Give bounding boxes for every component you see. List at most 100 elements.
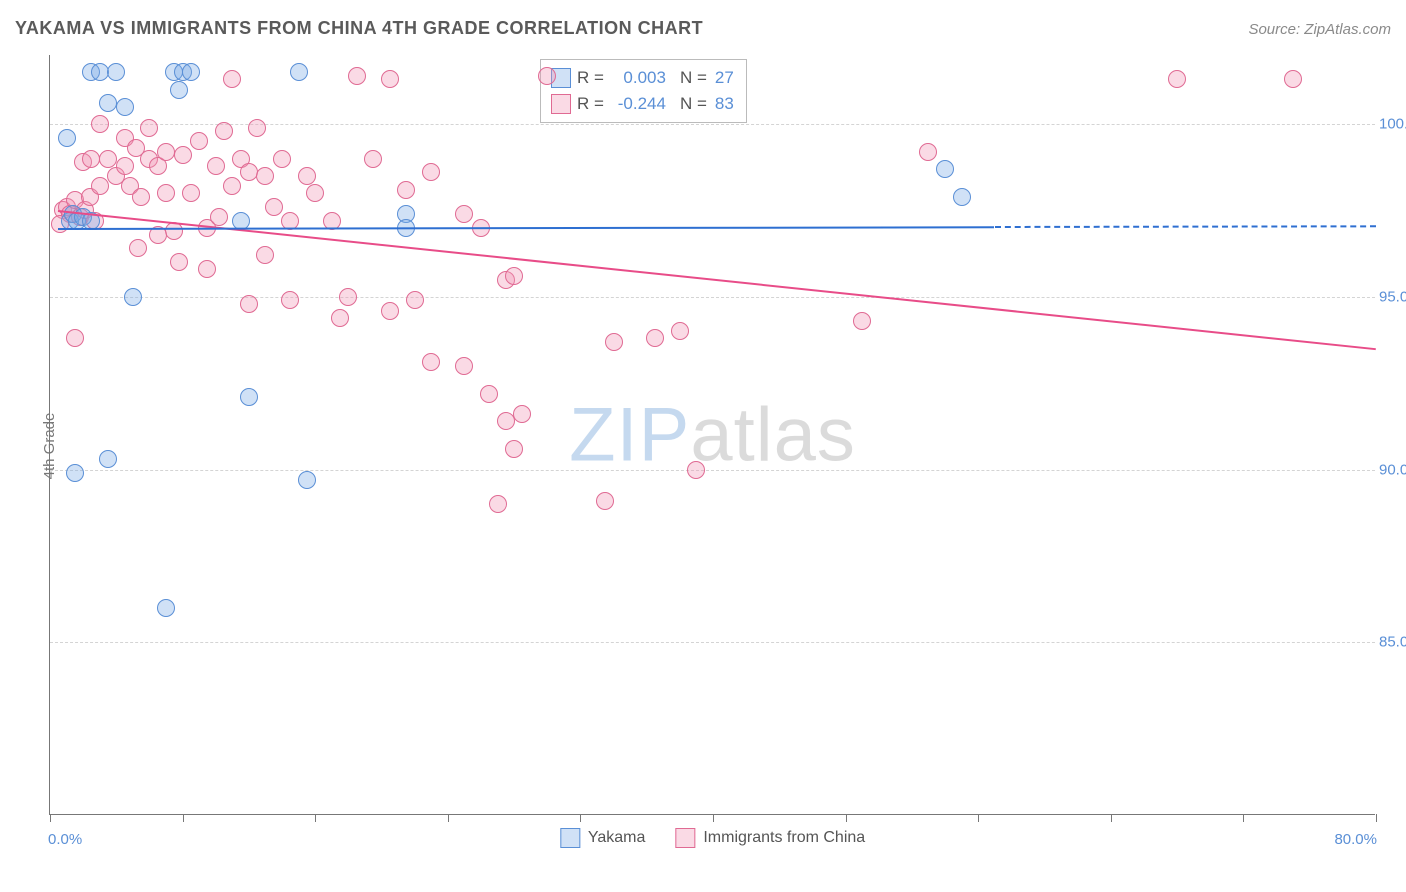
data-point-china: [505, 440, 523, 458]
data-point-china: [646, 329, 664, 347]
watermark-part1: ZIP: [569, 392, 690, 477]
data-point-yakama: [91, 63, 109, 81]
x-tick: [846, 814, 847, 822]
data-point-china: [182, 184, 200, 202]
data-point-china: [364, 150, 382, 168]
data-point-china: [455, 205, 473, 223]
x-tick: [713, 814, 714, 822]
data-point-china: [505, 267, 523, 285]
data-point-china: [397, 181, 415, 199]
data-point-yakama: [170, 81, 188, 99]
x-tick: [183, 814, 184, 822]
data-point-china: [455, 357, 473, 375]
chart-plot-area: ZIPatlas R = 0.003 N = 27 R = -0.244 N =…: [49, 55, 1375, 815]
data-point-china: [223, 70, 241, 88]
x-tick: [1111, 814, 1112, 822]
data-point-china: [99, 150, 117, 168]
data-point-china: [248, 119, 266, 137]
data-point-china: [422, 353, 440, 371]
x-tick: [315, 814, 316, 822]
data-point-china: [1168, 70, 1186, 88]
data-point-china: [82, 150, 100, 168]
data-point-china: [157, 184, 175, 202]
data-point-yakama: [116, 98, 134, 116]
series-legend: Yakama Immigrants from China: [560, 828, 865, 848]
data-point-china: [298, 167, 316, 185]
data-point-china: [538, 67, 556, 85]
data-point-china: [190, 132, 208, 150]
data-point-china: [605, 333, 623, 351]
x-tick: [50, 814, 51, 822]
data-point-china: [853, 312, 871, 330]
data-point-china: [256, 167, 274, 185]
data-point-china: [480, 385, 498, 403]
data-point-china: [596, 492, 614, 510]
data-point-china: [198, 260, 216, 278]
swatch-china: [551, 94, 571, 114]
data-point-china: [210, 208, 228, 226]
data-point-china: [273, 150, 291, 168]
data-point-china: [381, 70, 399, 88]
data-point-china: [132, 188, 150, 206]
data-point-china: [157, 143, 175, 161]
data-point-china: [215, 122, 233, 140]
correlation-stats-box: R = 0.003 N = 27 R = -0.244 N = 83: [540, 59, 747, 123]
regression-line: [58, 210, 1376, 350]
data-point-yakama: [298, 471, 316, 489]
gridline: [50, 642, 1375, 643]
r-value-yakama: 0.003: [610, 65, 666, 91]
data-point-yakama: [124, 288, 142, 306]
data-point-china: [174, 146, 192, 164]
data-point-china: [240, 163, 258, 181]
data-point-china: [240, 295, 258, 313]
n-label: N =: [680, 91, 707, 117]
data-point-china: [91, 177, 109, 195]
data-point-china: [306, 184, 324, 202]
data-point-china: [919, 143, 937, 161]
data-point-china: [66, 329, 84, 347]
data-point-yakama: [157, 599, 175, 617]
gridline: [50, 470, 1375, 471]
n-value-yakama: 27: [715, 65, 734, 91]
x-tick: [1243, 814, 1244, 822]
data-point-yakama: [953, 188, 971, 206]
data-point-china: [513, 405, 531, 423]
data-point-yakama: [290, 63, 308, 81]
chart-title: YAKAMA VS IMMIGRANTS FROM CHINA 4TH GRAD…: [15, 18, 703, 39]
legend-label-china: Immigrants from China: [703, 829, 865, 847]
data-point-china: [1284, 70, 1302, 88]
data-point-china: [348, 67, 366, 85]
data-point-yakama: [99, 94, 117, 112]
data-point-china: [339, 288, 357, 306]
data-point-yakama: [66, 464, 84, 482]
data-point-yakama: [240, 388, 258, 406]
data-point-china: [170, 253, 188, 271]
data-point-china: [223, 177, 241, 195]
data-point-china: [497, 412, 515, 430]
data-point-china: [116, 157, 134, 175]
y-tick-label: 85.0%: [1379, 634, 1406, 651]
data-point-china: [207, 157, 225, 175]
data-point-yakama: [182, 63, 200, 81]
data-point-china: [91, 115, 109, 133]
y-tick-label: 100.0%: [1379, 116, 1406, 133]
watermark: ZIPatlas: [569, 391, 856, 478]
x-axis-start-label: 0.0%: [48, 831, 82, 848]
data-point-yakama: [936, 160, 954, 178]
x-axis-end-label: 80.0%: [1334, 831, 1377, 848]
legend-item-yakama: Yakama: [560, 828, 646, 848]
data-point-china: [265, 198, 283, 216]
data-point-china: [489, 495, 507, 513]
data-point-china: [256, 246, 274, 264]
r-label: R =: [577, 65, 604, 91]
swatch-china: [675, 828, 695, 848]
data-point-china: [687, 461, 705, 479]
data-point-china: [281, 291, 299, 309]
legend-item-china: Immigrants from China: [675, 828, 865, 848]
data-point-yakama: [107, 63, 125, 81]
x-tick: [448, 814, 449, 822]
data-point-china: [422, 163, 440, 181]
stats-row-china: R = -0.244 N = 83: [551, 91, 734, 117]
data-point-yakama: [58, 129, 76, 147]
data-point-china: [331, 309, 349, 327]
